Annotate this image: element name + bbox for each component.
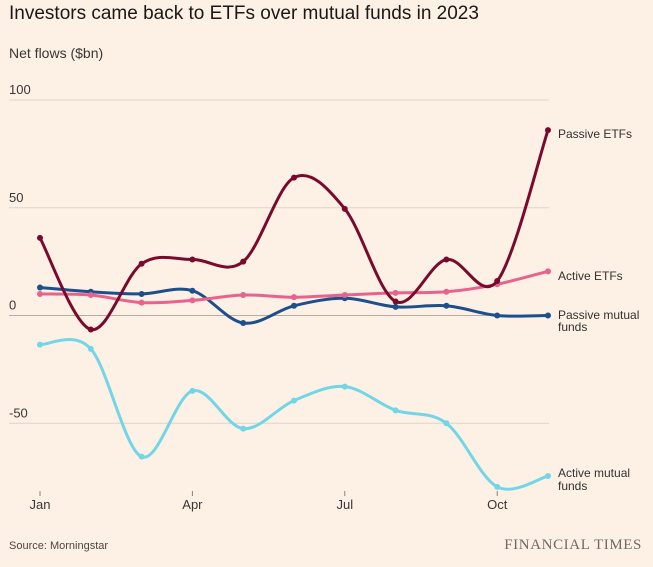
data-point-active-mutual-funds (392, 407, 399, 414)
data-point-active-mutual-funds (189, 387, 196, 394)
x-tick-label: Oct (487, 497, 508, 512)
data-point-passive-etfs (87, 326, 94, 333)
data-point-active-mutual-funds (494, 483, 501, 490)
x-tick-labels: Jan Apr Jul Oct (30, 491, 508, 512)
series-line-passive-etfs (38, 128, 550, 332)
data-point-active-mutual-funds (443, 420, 450, 427)
data-point-active-etfs (443, 288, 450, 295)
data-point-active-mutual-funds (87, 345, 94, 352)
series-label-passive-mutual-funds: funds (558, 320, 587, 334)
chart-title: Investors came back to ETFs over mutual … (9, 3, 479, 24)
series-label-passive-etfs: Passive ETFs (558, 127, 632, 141)
series-label-active-mutual-funds: Active mutual (558, 466, 630, 480)
data-point-passive-etfs (494, 278, 501, 285)
series-label-passive-mutual-funds: Passive mutual (558, 308, 639, 322)
data-point-active-mutual-funds (341, 383, 348, 390)
data-point-passive-etfs (291, 174, 297, 181)
data-point-active-etfs (240, 292, 247, 299)
data-point-active-etfs (545, 268, 551, 275)
data-point-active-mutual-funds (545, 473, 551, 480)
x-tick-label: Jul (336, 497, 353, 512)
ft-logo: FINANCIAL TIMES (504, 537, 642, 553)
x-tick-label: Apr (182, 497, 203, 512)
data-point-active-etfs (341, 292, 348, 299)
y-tick-label: -50 (9, 405, 28, 420)
y-tick-labels: 100 50 0 -50 (9, 82, 31, 420)
y-tick-label: 50 (9, 190, 23, 205)
data-point-passive-mutual-funds (37, 284, 43, 291)
data-point-passive-mutual-funds (138, 290, 145, 297)
data-point-passive-etfs (189, 256, 196, 263)
data-point-passive-etfs (240, 258, 247, 265)
data-point-active-mutual-funds (138, 453, 145, 460)
data-point-passive-etfs (392, 298, 399, 305)
series-line-active-mutual-funds (38, 338, 550, 491)
data-point-active-etfs (291, 294, 297, 301)
data-point-passive-etfs (341, 205, 348, 212)
data-point-active-mutual-funds (291, 397, 297, 404)
x-tick-label: Jan (30, 497, 51, 512)
data-point-active-etfs (392, 289, 399, 296)
data-point-passive-mutual-funds (443, 302, 450, 309)
data-point-active-etfs (87, 292, 94, 299)
y-tick-label: 100 (9, 82, 31, 97)
data-point-active-etfs (138, 299, 145, 306)
data-point-passive-mutual-funds (189, 287, 196, 294)
data-point-active-mutual-funds (240, 425, 247, 432)
data-point-active-etfs (37, 290, 43, 297)
data-point-passive-etfs (443, 256, 450, 263)
data-point-passive-mutual-funds (291, 302, 297, 309)
source-note: Source: Morningstar (9, 540, 109, 552)
series-label-active-mutual-funds: funds (558, 479, 587, 493)
data-point-passive-etfs (37, 234, 43, 241)
series-label-active-etfs: Active ETFs (558, 269, 623, 283)
y-tick-label: 0 (9, 298, 16, 313)
gridlines (9, 99, 549, 424)
series-lines (37, 127, 551, 491)
data-point-passive-mutual-funds (545, 312, 551, 319)
data-point-passive-mutual-funds (240, 320, 247, 327)
data-point-passive-mutual-funds (494, 312, 501, 319)
y-axis-label: Net flows ($bn) (9, 45, 104, 61)
data-point-passive-etfs (138, 260, 145, 267)
data-point-active-mutual-funds (37, 341, 43, 348)
data-point-active-etfs (189, 297, 196, 304)
data-point-passive-etfs (545, 127, 551, 134)
data-point-passive-mutual-funds (392, 303, 399, 310)
